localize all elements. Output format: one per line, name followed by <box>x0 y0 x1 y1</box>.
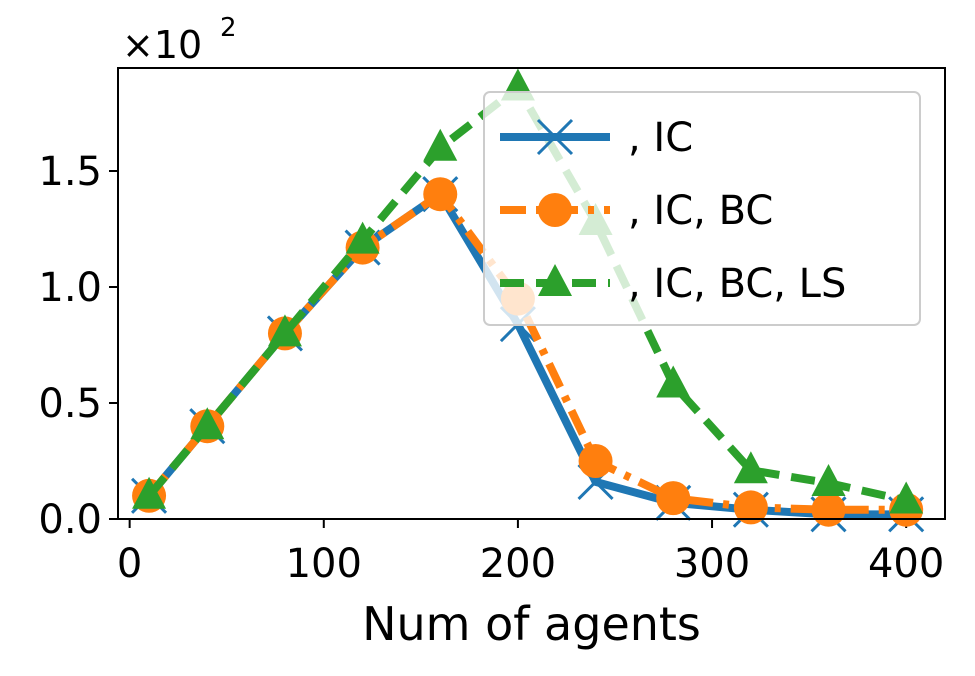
x-tick-label: 0 <box>117 541 142 587</box>
offset-text: ×10 <box>122 23 202 67</box>
series-line <box>145 188 907 514</box>
plot-frame <box>117 67 946 520</box>
legend-marker <box>538 264 572 296</box>
legend-label: , IC, BC, LS <box>628 261 846 307</box>
marker <box>345 221 380 254</box>
marker <box>656 481 691 516</box>
marker <box>733 451 768 484</box>
marker <box>889 481 924 514</box>
marker <box>656 365 691 398</box>
offset-exponent: 2 <box>220 13 237 43</box>
legend-marker <box>536 118 574 156</box>
legend-label: , IC <box>628 115 693 161</box>
marker <box>190 407 225 440</box>
marker <box>811 492 846 527</box>
legend-marker <box>538 193 572 227</box>
x-axis-label: Num of agents <box>362 597 701 651</box>
x-tick-label: 400 <box>868 541 944 587</box>
x-tick-label: 100 <box>286 541 362 587</box>
legend-box <box>483 91 921 326</box>
y-tick-label: 1.0 <box>38 265 102 311</box>
marker <box>267 314 302 347</box>
x-tick-label: 200 <box>480 541 556 587</box>
legend: , IC , IC, BC , IC, BC, LS <box>483 91 921 326</box>
y-tick-label: 0.0 <box>38 497 102 543</box>
x-tick-label: 300 <box>674 541 750 587</box>
marker <box>132 476 167 509</box>
marker <box>578 444 613 479</box>
y-tick-label: 0.5 <box>38 381 102 427</box>
marker <box>423 128 458 161</box>
y-tick-label: 1.5 <box>38 149 102 195</box>
legend-label: , IC, BC <box>628 188 773 234</box>
marker <box>423 177 458 212</box>
marker <box>811 464 846 497</box>
marker <box>733 490 768 525</box>
